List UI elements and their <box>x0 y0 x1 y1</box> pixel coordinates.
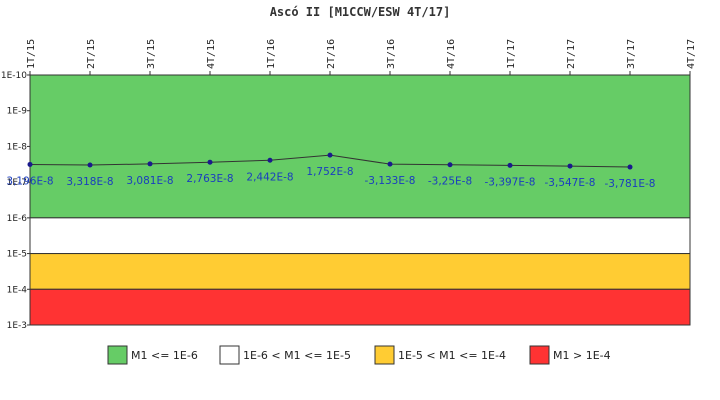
data-point <box>267 157 273 163</box>
legend: M1 <= 1E-6 1E-6 < M1 <= 1E-5 1E-5 < M1 <= … <box>107 345 611 365</box>
x-tick-label: 1T/15 <box>26 39 37 69</box>
x-tick-label: 2T/15 <box>86 39 97 69</box>
legend-swatch-1 <box>219 345 240 365</box>
threshold-bands <box>29 74 691 326</box>
data-point <box>627 164 633 170</box>
data-label: 3,196E-8 <box>6 175 53 187</box>
x-tick-label: 1T/17 <box>506 39 517 69</box>
y-tick-label: 1E-10 <box>1 71 27 81</box>
y-tick-label: 1E-7 <box>7 178 27 188</box>
x-tick-label: 1T/16 <box>266 39 277 69</box>
series-m1: 3,196E-8 3,318E-8 3,081E-8 2,763E-8 2,442E-8… <box>6 152 656 190</box>
data-point <box>387 161 393 167</box>
legend-label-0: M1 <= 1E-6 <box>131 349 198 362</box>
data-label: 1,752E-8 <box>306 166 353 178</box>
y-tick-label: 1E-3 <box>7 321 27 331</box>
data-point <box>27 161 33 167</box>
data-point <box>567 163 573 169</box>
y-tick-label: 1E-4 <box>7 285 28 295</box>
band-2 <box>29 253 691 290</box>
data-label: -3,781E-8 <box>605 178 656 190</box>
y-tick-label: 1E-8 <box>7 142 28 152</box>
data-label: -3,397E-8 <box>485 176 536 188</box>
y-axis: 1E-10 1E-9 1E-8 1E-7 1E-6 1E-5 1E-4 1E-3 <box>1 71 30 331</box>
legend-label-3: M1 > 1E-4 <box>553 349 611 362</box>
legend-label-1: 1E-6 < M1 <= 1E-5 <box>243 349 351 362</box>
legend-swatch-0 <box>107 345 128 365</box>
y-tick-label: 1E-5 <box>7 250 27 260</box>
x-tick-label: 4T/17 <box>686 39 697 69</box>
data-point <box>87 162 93 168</box>
y-tick-label: 1E-9 <box>7 107 28 117</box>
data-label: 2,763E-8 <box>186 173 233 185</box>
data-label: 2,442E-8 <box>246 171 293 183</box>
data-point <box>147 161 153 167</box>
band-0 <box>29 74 691 219</box>
data-label: -3,547E-8 <box>545 177 596 189</box>
data-label: -3,133E-8 <box>365 175 416 187</box>
plot-frame <box>29 74 691 326</box>
x-tick-label: 3T/17 <box>626 39 637 69</box>
x-axis: 1T/15 2T/15 3T/15 4T/15 1T/16 2T/16 3T/16 4T/16… <box>26 39 697 75</box>
data-label: -3,25E-8 <box>428 176 472 188</box>
chart-title: Ascó II [M1CCW/ESW 4T/17] <box>270 5 451 19</box>
data-label: 3,318E-8 <box>66 176 113 188</box>
data-point <box>207 159 213 165</box>
legend-swatch-3 <box>529 345 550 365</box>
x-tick-label: 3T/15 <box>146 39 157 69</box>
x-tick-label: 3T/16 <box>386 39 397 69</box>
legend-label-2: 1E-5 < M1 <= 1E-4 <box>398 349 506 362</box>
legend-swatch-2 <box>374 345 395 365</box>
x-tick-label: 4T/16 <box>446 39 457 69</box>
x-tick-label: 4T/15 <box>206 39 217 69</box>
data-point <box>507 162 513 168</box>
band-1 <box>29 217 691 255</box>
data-point <box>447 162 453 168</box>
y-tick-label: 1E-6 <box>7 214 28 224</box>
data-label: 3,081E-8 <box>126 175 173 187</box>
data-point <box>327 152 333 158</box>
x-tick-label: 2T/16 <box>326 39 337 69</box>
band-3 <box>29 288 691 326</box>
x-tick-label: 2T/17 <box>566 39 577 69</box>
